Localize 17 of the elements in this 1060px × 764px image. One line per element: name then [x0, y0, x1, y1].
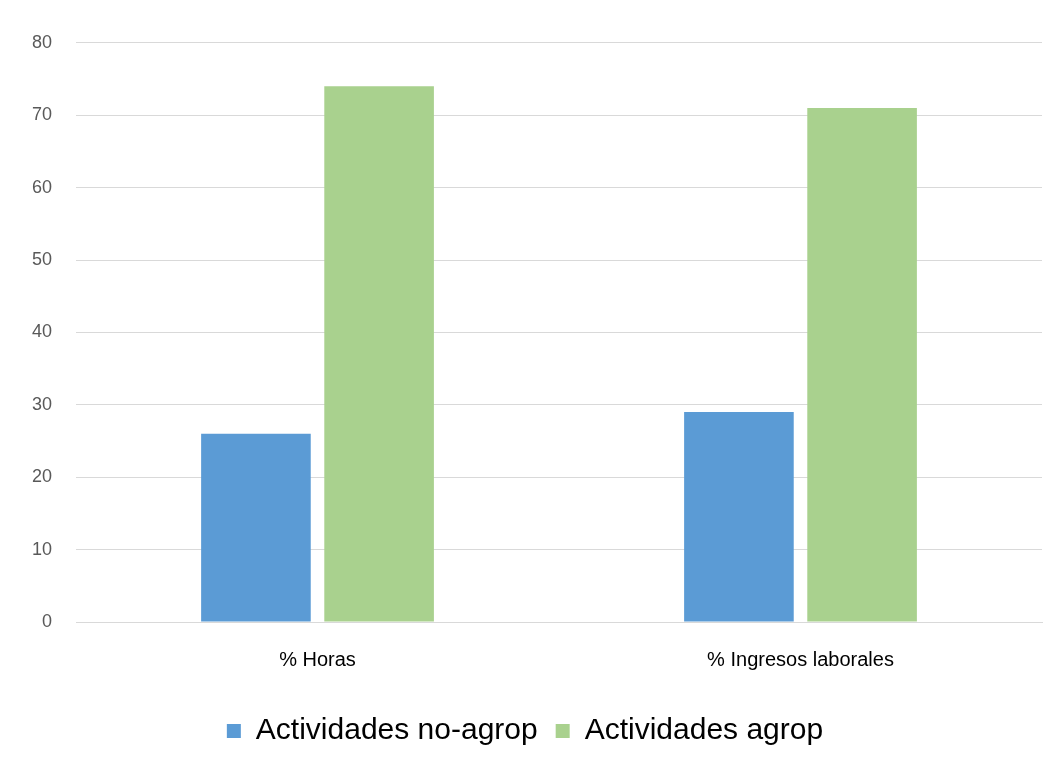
- bar: [684, 412, 794, 622]
- bar: [324, 86, 434, 622]
- y-tick-label: 20: [31, 466, 53, 487]
- bar: [201, 433, 311, 622]
- y-tick-label: 10: [31, 538, 53, 559]
- x-tick-label: % Ingresos laborales: [707, 647, 894, 670]
- legend-label: Actividades agrop: [584, 712, 824, 746]
- y-tick-label: 70: [31, 104, 53, 125]
- y-tick-label: 60: [31, 176, 53, 197]
- y-tick-label: 50: [31, 248, 53, 269]
- legend-label: Actividades no-agrop: [255, 712, 538, 746]
- y-tick-label: 0: [42, 610, 53, 631]
- y-tick-label: 80: [31, 31, 53, 52]
- x-tick-label: % Horas: [279, 647, 356, 670]
- bar: [807, 107, 917, 622]
- y-tick-label: 40: [31, 321, 53, 342]
- y-tick-label: 30: [31, 393, 53, 414]
